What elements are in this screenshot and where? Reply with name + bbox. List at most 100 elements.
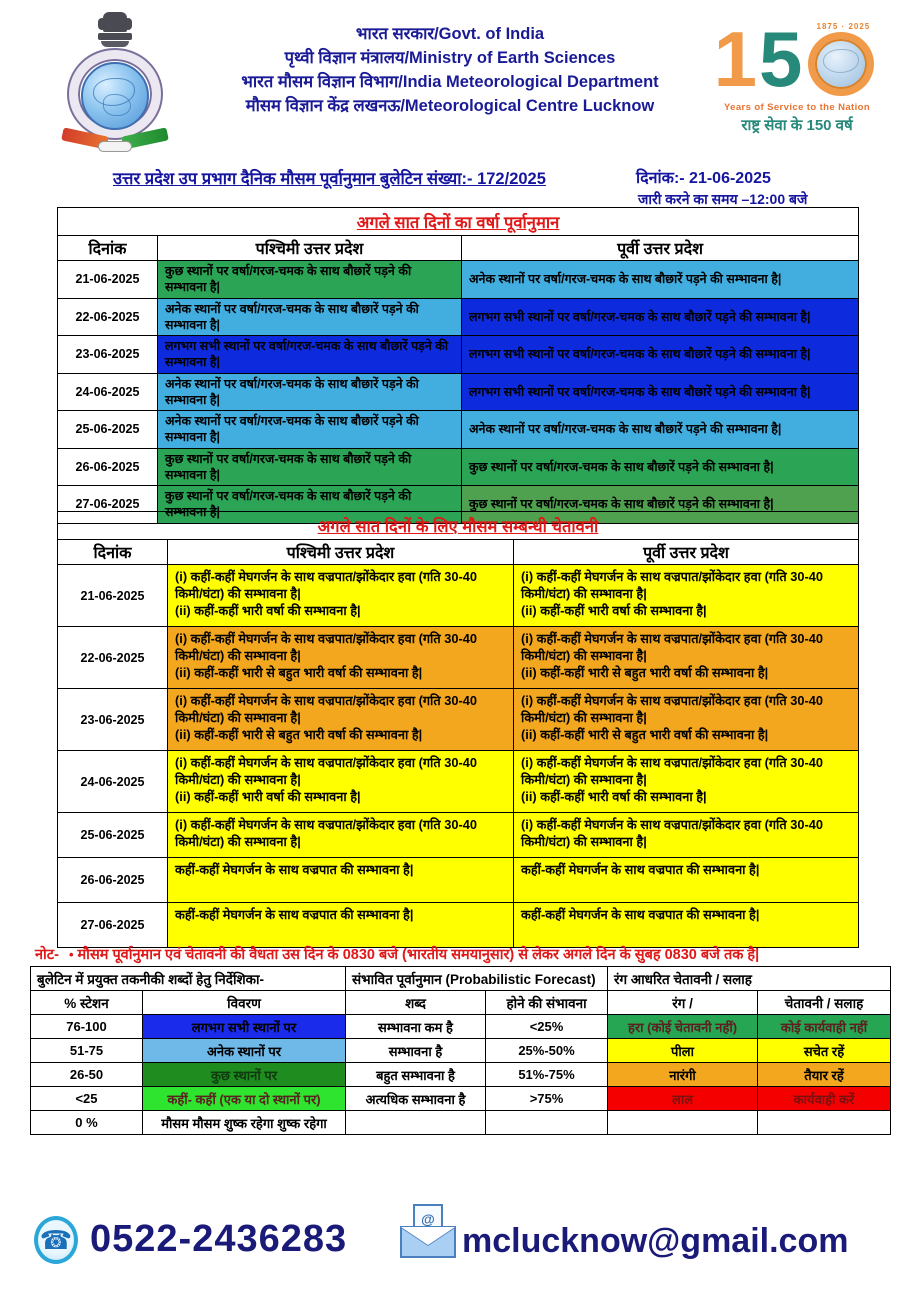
warning-table-body: 21-06-2025 (i) कहीं-कहीं मेघगर्जन के साथ … [57,564,860,948]
logo150-arc-years: 1875 · 2025 [816,22,871,31]
warning-line: कहीं-कहीं मेघगर्जन के साथ वज्रपात की सम्… [175,862,414,877]
legend-prob: 25%-50% [484,1038,609,1063]
warning-table-title: अगले सात दिनों के लिए मौसम सम्बन्धी चेता… [317,518,599,536]
warning-row: 27-06-2025 कहीं-कहीं मेघगर्जन के साथ वज्र… [57,902,860,948]
warning-line: (i) कहीं-कहीं मेघगर्जन के साथ वज्रपात/झो… [175,631,477,663]
note-bullet-icon: • [68,947,74,962]
legend-table: बुलेटिन में प्रयुक्त तकनीकी शब्दों हेतु … [30,966,892,1135]
warning-line: (ii) कहीं-कहीं भारी वर्षा की सम्भावना है… [175,789,361,805]
warning-date: 21-06-2025 [57,564,168,627]
warning-line: कहीं-कहीं मेघगर्जन के साथ वज्रपात की सम्… [175,907,414,922]
header-line-centre: मौसम विज्ञान केंद्र लखनऊ/Meteorological … [245,97,655,115]
warning-east-cell: (i) कहीं-कहीं मेघगर्जन के साथ वज्रपात/झो… [512,626,860,689]
footer-email-address: mclucknow@gmail.com [462,1222,849,1260]
legend-row: 0 % मौसम मौसम शुष्क रहेगा शुष्क रहेगा [30,1110,892,1135]
legend-advice: सचेत रहें [757,1038,892,1063]
forecast-row: 24-06-2025 अनेक स्थानों पर वर्षा/गरज-चमक … [57,372,860,411]
warning-row: 25-06-2025 (i) कहीं-कहीं मेघगर्जन के साथ … [57,812,860,858]
legend-col-desc: विवरण [142,990,346,1015]
warning-date: 23-06-2025 [57,688,168,751]
legend-table-body: 76-100 लगभग सभी स्थानों पर सम्भावना कम है <… [30,1014,892,1135]
forecast-east-cell: अनेक स्थानों पर वर्षा/गरज-चमक के साथ बौछ… [460,410,860,449]
legend-prob: >75% [484,1086,609,1111]
legend-color-name: लाल [607,1086,759,1111]
legend-row: 51-75 अनेक स्थानों पर सम्भावना है 25%-50% पी… [30,1038,892,1063]
forecast-west-cell: अनेक स्थानों पर वर्षा/गरज-चमक के साथ बौछ… [157,372,462,411]
legend-row: 76-100 लगभग सभी स्थानों पर सम्भावना कम है <… [30,1014,892,1039]
warning-line: (ii) कहीं-कहीं भारी से बहुत भारी वर्षा क… [175,727,423,743]
imd-emblem-logo [55,12,175,152]
warning-row: 21-06-2025 (i) कहीं-कहीं मेघगर्जन के साथ … [57,564,860,627]
legend-col-word: शब्द [345,990,486,1015]
forecast-west-cell: अनेक स्थानों पर वर्षा/गरज-चमक के साथ बौछ… [157,410,462,449]
legend-row: <25 कहीं- कहीं (एक या दो स्थानों पर) अत्यध… [30,1086,892,1111]
header-org-lines: भारत सरकार/Govt. of India पृथ्वी विज्ञान… [200,22,700,118]
forecast-table-body: 21-06-2025 कुछ स्थानों पर वर्षा/गरज-चमक क… [57,260,860,524]
logo150-digit-5: 5 [759,15,803,103]
logo150-globe-zero-icon: 1875 · 2025 [806,22,880,98]
warning-west-cell: कहीं-कहीं मेघगर्जन के साथ वज्रपात की सम्… [167,902,514,948]
forecast-date: 21-06-2025 [57,260,158,299]
warning-west-cell: (i) कहीं-कहीं मेघगर्जन के साथ वज्रपात/झो… [167,812,514,858]
legend-row: 26-50 कुछ स्थानों पर बहुत सम्भावना है 51%-7… [30,1062,892,1087]
forecast-east-cell: अनेक स्थानों पर वर्षा/गरज-चमक के साथ बौछ… [460,260,860,299]
legend-desc: कुछ स्थानों पर [142,1062,346,1087]
warning-line: (ii) कहीं-कहीं भारी वर्षा की सम्भावना है… [521,603,707,619]
note-text: मौसम पूर्वानुमान एवं चेतावनी की वैधता उस… [77,947,760,963]
legend-advice [757,1110,892,1135]
imd-globe-icon [69,50,161,138]
legend-advice: कार्यवाही करें [757,1086,892,1111]
warning-west-cell: (i) कहीं-कहीं मेघगर्जन के साथ वज्रपात/झो… [167,564,514,627]
email-icon: @ [400,1204,456,1258]
forecast-row: 23-06-2025 लगभग सभी स्थानों पर वर्षा/गरज-… [57,335,860,374]
warning-line: (i) कहीं-कहीं मेघगर्जन के साथ वज्रपात/झो… [521,631,823,663]
legend-word [345,1110,486,1135]
warning-date: 24-06-2025 [57,750,168,813]
forecast-date: 24-06-2025 [57,372,158,411]
warning-table: अगले सात दिनों के लिए मौसम सम्बन्धी चेता… [56,511,860,948]
warning-line: (i) कहीं-कहीं मेघगर्जन के साथ वज्रपात/झो… [521,817,823,849]
warning-line: (ii) कहीं-कहीं भारी वर्षा की सम्भावना है… [175,603,361,619]
warning-col-east: पूर्वी उत्तर प्रदेश [512,539,860,565]
warning-west-cell: कहीं-कहीं मेघगर्जन के साथ वज्रपात की सम्… [167,857,514,903]
legend-group-technical: बुलेटिन में प्रयुक्त तकनीकी शब्दों हेतु … [30,966,346,991]
note-label: नोट- [35,947,59,963]
legend-word: सम्भावना कम है [345,1014,486,1039]
legend-advice: तैयार रहें [757,1062,892,1087]
forecast-row: 21-06-2025 कुछ स्थानों पर वर्षा/गरज-चमक क… [57,260,860,299]
forecast-table: अगले सात दिनों का वर्षा पूर्वानुमान दिना… [56,207,860,524]
legend-pct: 0 % [30,1110,143,1135]
tricolor-ribbon-icon [60,127,170,154]
legend-prob: 51%-75% [484,1062,609,1087]
legend-desc: अनेक स्थानों पर [142,1038,346,1063]
forecast-date: 22-06-2025 [57,297,158,336]
warning-row: 24-06-2025 (i) कहीं-कहीं मेघगर्जन के साथ … [57,750,860,813]
logo150-tagline-hi: राष्ट्र सेवा के 150 वर्ष [741,117,853,134]
warning-line: (i) कहीं-कहीं मेघगर्जन के साथ वज्रपात/झो… [521,569,823,601]
warning-west-cell: (i) कहीं-कहीं मेघगर्जन के साथ वज्रपात/झो… [167,688,514,751]
forecast-west-cell: कुछ स्थानों पर वर्षा/गरज-चमक के साथ बौछा… [157,260,462,299]
forecast-west-cell: लगभग सभी स्थानों पर वर्षा/गरज-चमक के साथ… [157,335,462,374]
warning-line: कहीं-कहीं मेघगर्जन के साथ वज्रपात की सम्… [521,907,760,922]
header-line-govt: भारत सरकार/Govt. of India [355,25,545,43]
legend-color-name: हरा (कोई चेतावनी नहीं) [607,1014,759,1039]
warning-line: (ii) कहीं-कहीं भारी से बहुत भारी वर्षा क… [521,665,769,681]
imd-150-years-logo: 1 5 1875 · 2025 Years of Service to the … [688,14,906,135]
forecast-east-cell: कुछ स्थानों पर वर्षा/गरज-चमक के साथ बौछा… [460,447,860,486]
warning-line: (i) कहीं-कहीं मेघगर्जन के साथ वज्रपात/झो… [175,569,477,601]
header-line-ministry: पृथ्वी विज्ञान मंत्रालय/Ministry of Eart… [284,49,616,67]
warning-col-west: पश्चिमी उत्तर प्रदेश [167,539,514,565]
warning-line: (i) कहीं-कहीं मेघगर्जन के साथ वज्रपात/झो… [521,693,823,725]
warning-line: (ii) कहीं-कहीं भारी से बहुत भारी वर्षा क… [521,727,769,743]
forecast-east-cell: लगभग सभी स्थानों पर वर्षा/गरज-चमक के साथ… [460,297,860,336]
warning-date: 22-06-2025 [57,626,168,689]
phone-icon: ☎ [34,1216,78,1264]
forecast-date: 26-06-2025 [57,447,158,486]
warning-west-cell: (i) कहीं-कहीं मेघगर्जन के साथ वज्रपात/झो… [167,626,514,689]
warning-row: 23-06-2025 (i) कहीं-कहीं मेघगर्जन के साथ … [57,688,860,751]
warning-col-date: दिनांक [57,539,168,565]
legend-desc: लगभग सभी स्थानों पर [142,1014,346,1039]
legend-group-color-warning: रंग आधरित चेतावनी / सलाह [607,966,892,991]
forecast-col-west: पश्चिमी उत्तर प्रदेश [157,235,462,261]
